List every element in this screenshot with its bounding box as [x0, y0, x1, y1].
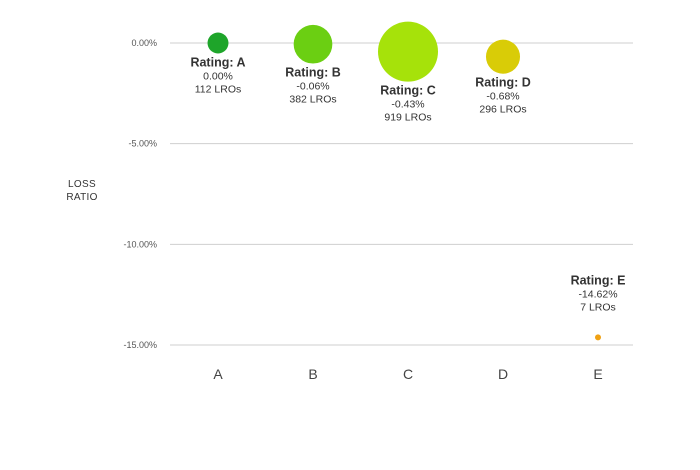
data-label-count: 112 LROs	[195, 83, 242, 95]
data-label-e: Rating: E-14.62%7 LROs	[571, 273, 626, 313]
data-label-d: Rating: D-0.68%296 LROs	[475, 76, 531, 116]
y-axis-title: LOSS RATIO	[66, 179, 97, 203]
data-label-count: 296 LROs	[479, 104, 526, 116]
bubbles	[207, 21, 601, 341]
bubble-c	[378, 21, 438, 82]
x-tick-label: E	[593, 366, 602, 382]
data-label-value: -14.62%	[578, 288, 617, 300]
data-label-title: Rating: C	[380, 84, 436, 98]
y-tick-label: -15.00%	[123, 340, 157, 350]
data-label-value: -0.43%	[391, 99, 424, 111]
bubble-b	[293, 24, 333, 64]
data-label-value: 0.00%	[203, 70, 233, 82]
data-label-a: Rating: A0.00%112 LROs	[190, 55, 245, 95]
data-label-b: Rating: B-0.06%382 LROs	[285, 66, 341, 106]
data-label-value: -0.06%	[296, 81, 329, 93]
x-axis-ticks: A B C D E	[213, 366, 602, 382]
bubble-d	[485, 39, 521, 74]
y-tick-label: -10.00%	[123, 239, 157, 249]
x-tick-label: B	[308, 366, 317, 382]
x-tick-label: D	[498, 366, 508, 382]
data-label-title: Rating: B	[285, 66, 341, 80]
bubble-a	[207, 32, 229, 54]
y-axis-ticks: 0.00% -5.00% -10.00% -15.00%	[123, 38, 157, 350]
y-tick-label: 0.00%	[131, 38, 157, 48]
data-label-count: 7 LROs	[580, 301, 616, 313]
data-label-title: Rating: A	[190, 55, 245, 69]
bubble-e	[595, 334, 601, 341]
data-labels: Rating: A0.00%112 LROs Rating: B-0.06%382…	[190, 55, 625, 313]
data-label-title: Rating: D	[475, 76, 531, 90]
data-label-value: -0.68%	[486, 91, 519, 103]
data-label-c: Rating: C-0.43%919 LROs	[380, 84, 436, 124]
y-axis-title-line-1: LOSS	[68, 179, 96, 190]
x-tick-label: A	[213, 366, 223, 382]
x-tick-label: C	[403, 366, 413, 382]
y-axis-title-line-2: RATIO	[66, 192, 97, 203]
y-tick-label: -5.00%	[128, 139, 157, 149]
data-label-count: 382 LROs	[289, 94, 336, 106]
data-label-count: 919 LROs	[384, 112, 431, 124]
data-label-title: Rating: E	[571, 273, 626, 287]
